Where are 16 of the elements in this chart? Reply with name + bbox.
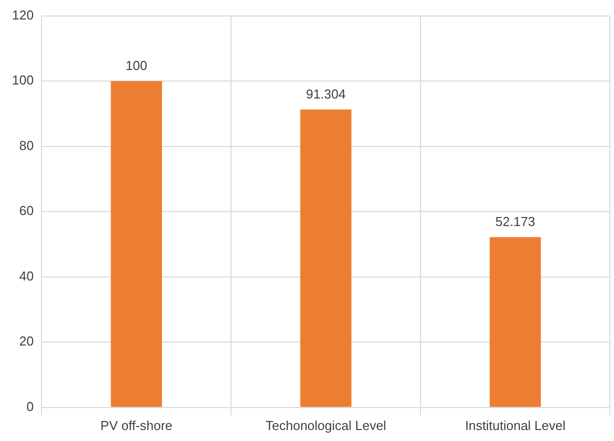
- y-tick-label: 120: [12, 7, 34, 22]
- data-label: 91.304: [306, 86, 346, 102]
- y-tick-label: 60: [19, 203, 34, 218]
- bar: [490, 237, 541, 407]
- x-tick-label: Institutional Level: [465, 418, 566, 433]
- y-tick-label: 20: [19, 334, 34, 349]
- x-tick-label: PV off-shore: [100, 418, 172, 433]
- bar: [300, 109, 352, 407]
- data-label: 100: [126, 58, 148, 74]
- y-tick-label: 0: [26, 398, 34, 414]
- x-tick-label: Techonological Level: [265, 418, 386, 433]
- y-tick-label: 80: [19, 138, 34, 153]
- y-tick-label: 40: [19, 268, 34, 284]
- y-tick-label: 100: [12, 72, 34, 88]
- data-label: 52.173: [495, 214, 536, 230]
- bar: [110, 81, 162, 407]
